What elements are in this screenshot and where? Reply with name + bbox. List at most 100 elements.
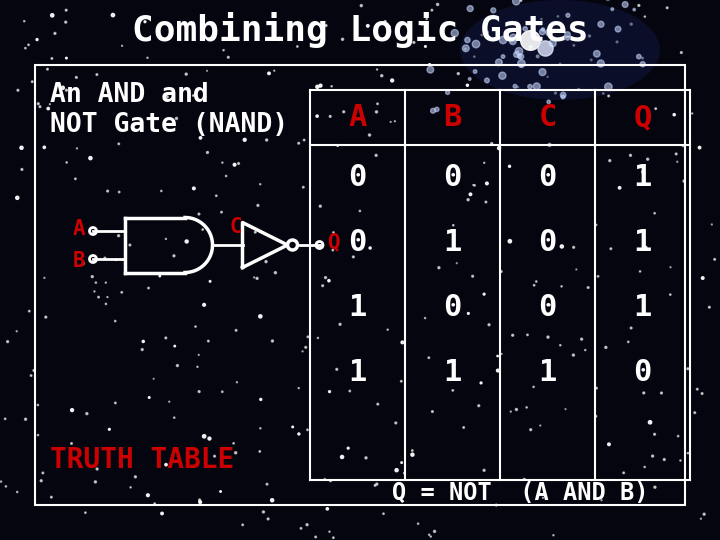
Point — [154, 272, 166, 280]
Point — [39, 143, 50, 152]
Point — [364, 244, 376, 252]
Point — [536, 15, 547, 23]
Point — [464, 75, 475, 83]
Point — [487, 6, 499, 15]
Point — [32, 401, 44, 409]
Point — [217, 46, 229, 55]
Point — [274, 35, 285, 43]
Text: 0: 0 — [634, 358, 652, 387]
Point — [161, 461, 172, 469]
Point — [611, 38, 623, 46]
Point — [537, 300, 549, 309]
Point — [598, 89, 609, 98]
Point — [682, 449, 693, 457]
Point — [675, 456, 686, 465]
Point — [315, 202, 326, 211]
Point — [576, 335, 588, 343]
Point — [512, 47, 523, 56]
Point — [507, 37, 518, 45]
Point — [416, 19, 428, 28]
Point — [42, 104, 54, 113]
Point — [20, 415, 32, 423]
Point — [493, 144, 505, 152]
Point — [229, 160, 240, 169]
Point — [516, 62, 527, 71]
Point — [567, 351, 579, 360]
Point — [89, 287, 100, 296]
Point — [689, 408, 701, 417]
Point — [697, 274, 708, 282]
Point — [202, 66, 213, 75]
Point — [40, 313, 52, 321]
Point — [379, 17, 391, 26]
Point — [493, 58, 505, 66]
Point — [626, 20, 637, 29]
Point — [590, 220, 602, 229]
Point — [686, 109, 698, 118]
Point — [99, 254, 111, 262]
Text: TRUTH TABLE: TRUTH TABLE — [50, 446, 234, 474]
Point — [548, 531, 559, 539]
Point — [519, 24, 531, 33]
Point — [372, 99, 383, 108]
Point — [536, 28, 548, 36]
Point — [19, 44, 31, 52]
Point — [662, 3, 673, 12]
Point — [199, 432, 210, 441]
Point — [425, 65, 436, 74]
Point — [703, 303, 715, 312]
Text: 0: 0 — [539, 293, 557, 322]
Point — [217, 387, 228, 396]
Text: Q: Q — [634, 103, 652, 132]
Point — [100, 278, 112, 287]
Point — [32, 431, 44, 440]
Point — [633, 52, 644, 61]
Point — [216, 208, 228, 217]
Point — [113, 139, 125, 148]
Point — [12, 488, 23, 496]
Point — [659, 455, 670, 464]
Point — [481, 179, 492, 188]
Point — [85, 154, 96, 163]
Point — [424, 60, 436, 69]
Point — [19, 17, 30, 25]
Point — [595, 59, 606, 68]
Point — [210, 192, 222, 200]
Point — [459, 45, 471, 53]
Point — [293, 430, 305, 438]
Point — [691, 385, 703, 394]
Point — [317, 281, 328, 290]
Point — [261, 480, 273, 489]
Point — [45, 493, 57, 502]
Point — [480, 198, 492, 206]
Ellipse shape — [460, 0, 660, 100]
Text: 0: 0 — [539, 228, 557, 257]
Point — [532, 52, 544, 60]
Point — [496, 349, 508, 358]
Point — [469, 67, 481, 76]
Point — [61, 158, 73, 167]
Point — [24, 307, 35, 315]
Point — [585, 56, 597, 64]
Point — [498, 36, 509, 44]
Point — [665, 263, 676, 272]
Point — [462, 195, 474, 204]
Point — [524, 36, 536, 44]
Point — [171, 361, 183, 370]
Point — [510, 405, 522, 414]
Point — [507, 331, 518, 340]
Point — [562, 11, 574, 19]
Point — [433, 264, 445, 272]
Point — [334, 320, 346, 329]
Point — [310, 532, 321, 540]
Point — [473, 401, 485, 410]
Point — [458, 423, 469, 432]
Point — [107, 11, 119, 19]
Point — [332, 141, 343, 150]
Point — [319, 475, 330, 483]
Point — [301, 521, 312, 529]
Text: C: C — [229, 217, 242, 237]
Point — [695, 515, 706, 523]
Point — [576, 30, 588, 39]
Point — [427, 106, 438, 115]
